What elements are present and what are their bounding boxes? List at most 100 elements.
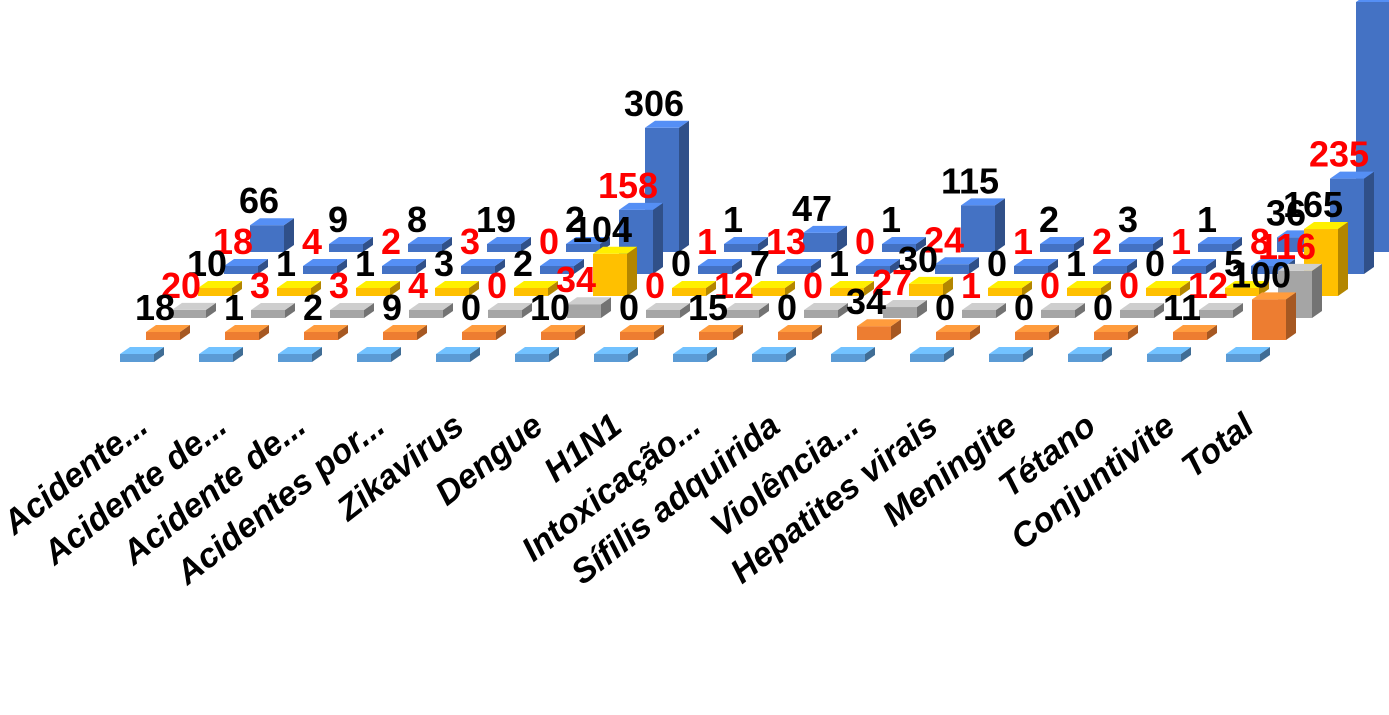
data-label-s4-c11: 2 (1092, 221, 1112, 262)
bar-top-s4-c7 (777, 259, 821, 266)
bar-s1-c9 (857, 326, 891, 340)
bar-side-s1-c9 (891, 319, 901, 340)
bar-top-s0-c1 (199, 347, 243, 354)
bar-top-s0-c11 (989, 347, 1033, 354)
bar-side-s2-c9 (917, 300, 927, 318)
bar-top-s2-c12 (1120, 303, 1164, 310)
bar-s0-c1 (199, 354, 233, 362)
data-label-s2-c9: 27 (872, 262, 912, 303)
data-label-s5-c7: 47 (792, 188, 832, 229)
bar-top-s0-c2 (278, 347, 322, 354)
data-label-s2-c7: 12 (714, 265, 754, 306)
data-label-s1-c8: 0 (777, 287, 797, 328)
bar-top-s5-c8 (882, 237, 926, 244)
bar-side-s4-c7 (811, 259, 821, 274)
bar-side-s3-c4 (548, 281, 558, 296)
data-label-s1-c11: 0 (1014, 287, 1034, 328)
data-label-s3-c7: 7 (750, 243, 770, 284)
bar-s1-c6 (620, 332, 654, 340)
bar-s3-c11 (1067, 288, 1101, 296)
bar-side-s3-c8 (864, 281, 874, 296)
bar-s1-c7 (699, 332, 733, 340)
bar-s5-c0 (250, 225, 284, 252)
bar-top-s4-c14 (1330, 171, 1374, 179)
bar-top-s3-c3 (435, 281, 479, 288)
bar-side-s3-c14 (1338, 222, 1348, 296)
bar-top-s3-c13 (1225, 281, 1269, 288)
data-label-s4-c10: 1 (1013, 221, 1033, 262)
bar-s3-c5 (593, 253, 627, 296)
bar-top-s0-c10 (910, 347, 954, 354)
bar-s0-c5 (515, 354, 549, 362)
data-label-s3-c10: 0 (987, 243, 1007, 284)
data-label-s2-c1: 3 (250, 265, 270, 306)
data-label-s3-c2: 1 (355, 243, 375, 284)
data-label-s2-c10: 1 (961, 265, 981, 306)
bar-side-s2-c3 (443, 303, 453, 318)
bar-side-s0-c3 (391, 347, 401, 362)
bar-side-s3-c2 (390, 281, 400, 296)
bar-s4-c12 (1172, 266, 1206, 274)
bar-side-s5-c2 (442, 237, 452, 252)
data-label-s2-c6: 0 (645, 265, 665, 306)
bar-s1-c0 (146, 332, 180, 340)
data-label-s3-c12: 0 (1145, 243, 1165, 284)
bar-s0-c13 (1147, 354, 1181, 362)
bar-side-s4-c9 (969, 257, 979, 274)
data-label-s4-c3: 3 (460, 221, 480, 262)
data-label-s3-c11: 1 (1066, 243, 1086, 284)
bar-side-s5-c6 (758, 237, 768, 252)
bars-layer (120, 0, 1389, 362)
bar-top-s3-c11 (1067, 281, 1111, 288)
bar-s0-c10 (910, 354, 944, 362)
bar-side-s1-c7 (733, 325, 743, 340)
bar-top-s1-c5 (541, 325, 585, 332)
bar-side-s3-c10 (1022, 281, 1032, 296)
bar-s1-c13 (1173, 332, 1207, 340)
bar-top-s2-c13 (1199, 303, 1243, 310)
bar-top-s5-c5 (645, 120, 689, 128)
bar-side-s2-c11 (1075, 303, 1085, 318)
bar-side-s2-c7 (759, 303, 769, 318)
bar-top-s5-c6 (724, 237, 768, 244)
bar-s3-c13 (1225, 288, 1259, 296)
bar-side-s5-c9 (995, 198, 1005, 252)
data-label-s2-c2: 3 (329, 265, 349, 306)
bar-side-s1-c12 (1128, 325, 1138, 340)
bar-s5-c2 (408, 244, 442, 252)
bar-side-s1-c10 (970, 325, 980, 340)
bar-side-s1-c6 (654, 325, 664, 340)
data-label-s4-c12: 1 (1171, 221, 1191, 262)
data-label-s5-c10: 2 (1039, 199, 1059, 240)
bar-top-s3-c4 (514, 281, 558, 288)
data-label-s5-c3: 19 (476, 199, 516, 240)
bar-s2-c0 (172, 309, 206, 318)
bar-s4-c13 (1251, 266, 1285, 274)
bar-side-s2-c14 (1312, 263, 1322, 318)
bar-side-s0-c6 (628, 347, 638, 362)
bar-top-s0-c8 (752, 347, 796, 354)
data-label-s5-c4: 2 (565, 199, 585, 240)
data-label-s3-c4: 2 (513, 243, 533, 284)
bar-top-s1-c9 (857, 319, 901, 327)
bar-s1-c8 (778, 332, 812, 340)
bar-side-s0-c1 (233, 347, 243, 362)
data-label-s1-c12: 0 (1093, 287, 1113, 328)
data-label-s4-c7: 13 (766, 221, 806, 262)
bar-side-s2-c2 (364, 303, 374, 318)
bar-s4-c11 (1093, 266, 1127, 274)
bar-top-s5-c14 (1356, 0, 1389, 2)
bar-top-s3-c8 (830, 281, 874, 288)
bar-top-s5-c1 (329, 237, 373, 244)
bar-top-s5-c9 (961, 198, 1005, 206)
bar-s2-c6 (646, 310, 680, 318)
bar-top-s4-c13 (1251, 259, 1295, 266)
data-label-s4-c5: 158 (598, 165, 658, 206)
bar-top-s3-c7 (751, 281, 795, 288)
data-label-s4-c6: 1 (697, 221, 717, 262)
data-label-s4-c2: 2 (381, 221, 401, 262)
bar-top-s0-c4 (436, 347, 480, 354)
bar-top-s4-c3 (461, 259, 505, 266)
bar-top-s4-c2 (382, 259, 426, 266)
bar-top-s3-c1 (277, 281, 321, 288)
